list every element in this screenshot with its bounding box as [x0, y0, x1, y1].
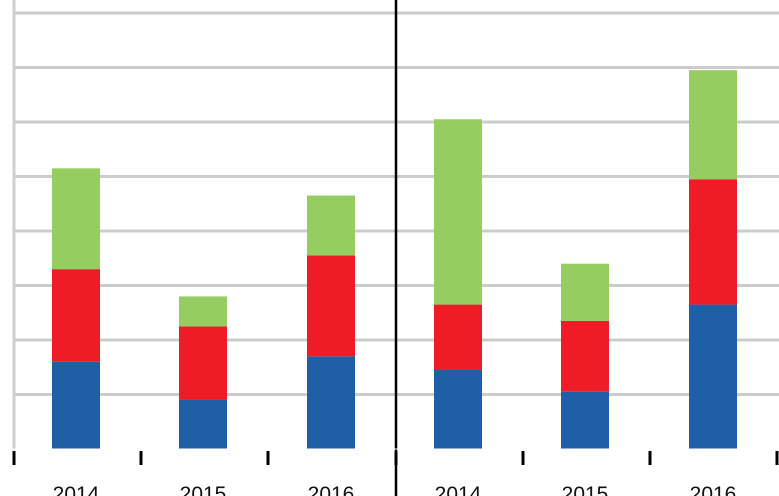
- bar-segment-2016-2: [689, 70, 737, 180]
- bar-segment-2016-0: [307, 356, 355, 449]
- bar-segment-2015-2: [179, 296, 227, 327]
- bar-segment-2016-0: [689, 304, 737, 449]
- bar-segment-2015-1: [561, 320, 609, 392]
- bar-segment-2016-1: [689, 179, 737, 305]
- bar-segment-2016-2: [307, 195, 355, 256]
- bar-segment-2015-1: [179, 326, 227, 400]
- bar-segment-2014-2: [52, 168, 100, 270]
- x-tick-label: 2016: [690, 483, 737, 496]
- bar-segment-2014-0: [52, 361, 100, 449]
- bar-segment-2014-0: [434, 369, 482, 449]
- x-tick-label: 2016: [308, 483, 355, 496]
- bar-segment-2015-0: [561, 391, 609, 449]
- x-tick-label: 2015: [180, 483, 227, 496]
- bar-segment-2015-2: [561, 263, 609, 321]
- x-tick-label: 2014: [53, 483, 100, 496]
- x-axis-labels: 2014 2015 2016 2014 2015 2016: [53, 483, 737, 496]
- bar-segment-2014-1: [434, 304, 482, 370]
- bars: [52, 70, 737, 449]
- bar-segment-2014-1: [52, 269, 100, 362]
- bar-segment-2016-1: [307, 255, 355, 357]
- x-tick-label: 2014: [435, 483, 482, 496]
- x-tick-label: 2015: [562, 483, 609, 496]
- x-axis-ticks: [12, 451, 779, 465]
- bar-segment-2014-2: [434, 119, 482, 305]
- bar-segment-2015-0: [179, 399, 227, 449]
